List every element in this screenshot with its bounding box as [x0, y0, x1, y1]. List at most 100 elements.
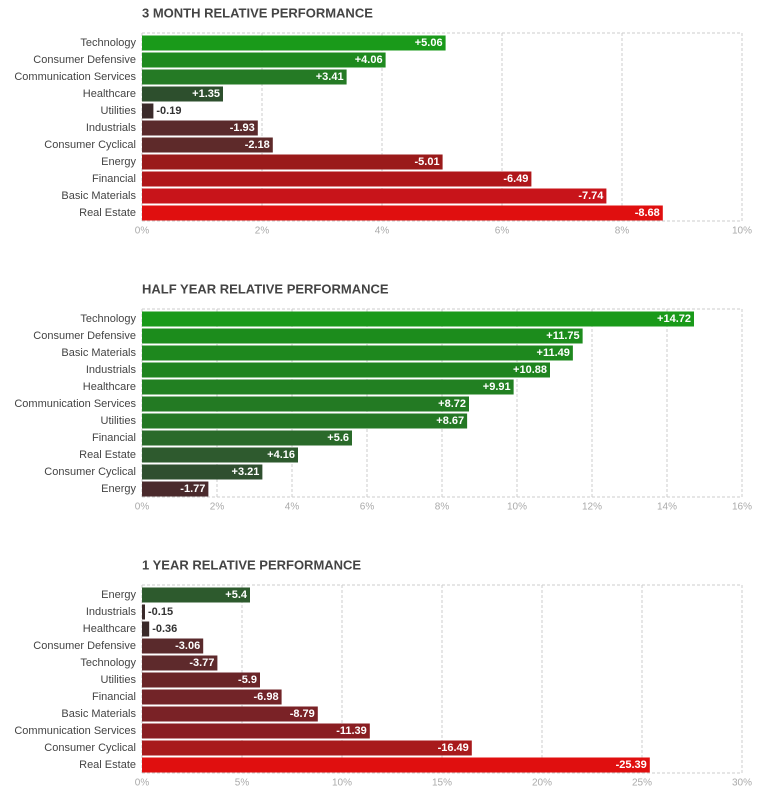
value-label: +14.72	[657, 313, 691, 325]
bar	[142, 137, 273, 153]
category-label: Energy	[101, 156, 136, 168]
category-label: Real Estate	[79, 759, 136, 771]
category-label: Industrials	[86, 606, 137, 618]
chart-title: 3 MONTH RELATIVE PERFORMANCE	[142, 5, 373, 20]
value-label: +3.41	[316, 71, 344, 83]
value-label: +4.06	[355, 54, 383, 66]
x-tick-label: 2%	[210, 502, 225, 513]
value-label: -8.68	[635, 207, 660, 219]
value-label: -8.79	[290, 708, 315, 720]
bar	[142, 757, 650, 773]
value-label: +11.75	[546, 330, 579, 342]
bar	[142, 103, 154, 119]
x-tick-label: 8%	[615, 226, 630, 237]
value-label: +5.4	[225, 589, 248, 601]
category-label: Financial	[92, 432, 136, 444]
bar	[142, 311, 694, 327]
x-tick-label: 8%	[435, 502, 450, 513]
value-label: -2.18	[245, 139, 270, 151]
x-tick-label: 0%	[135, 226, 150, 237]
category-label: Communication Services	[14, 725, 136, 737]
category-label: Basic Materials	[61, 708, 136, 720]
category-label: Basic Materials	[61, 190, 136, 202]
bar	[142, 171, 532, 187]
value-label: -7.74	[578, 190, 604, 202]
bar	[142, 86, 223, 102]
bar	[142, 655, 218, 671]
value-label: +5.06	[415, 37, 443, 49]
bar	[142, 396, 469, 412]
bar	[142, 188, 607, 204]
x-tick-label: 6%	[360, 502, 375, 513]
value-label: -11.39	[336, 725, 367, 737]
category-label: Communication Services	[14, 398, 136, 410]
category-label: Technology	[80, 313, 136, 325]
bar	[142, 379, 514, 395]
value-label: +11.49	[537, 347, 570, 359]
category-label: Real Estate	[79, 207, 136, 219]
value-label: +9.91	[483, 381, 511, 393]
category-label: Consumer Defensive	[33, 330, 136, 342]
category-label: Financial	[92, 691, 136, 703]
bar	[142, 413, 468, 429]
value-label: +3.21	[232, 466, 260, 478]
category-label: Energy	[101, 589, 136, 601]
value-label: +8.72	[438, 398, 466, 410]
bar	[142, 672, 260, 688]
value-label: -0.15	[148, 606, 173, 618]
value-label: -16.49	[438, 742, 469, 754]
value-label: -1.77	[180, 483, 205, 495]
category-label: Healthcare	[83, 88, 136, 100]
category-label: Utilities	[101, 674, 137, 686]
category-label: Consumer Defensive	[33, 640, 136, 652]
value-label: -6.98	[254, 691, 279, 703]
value-label: -0.36	[152, 623, 177, 635]
category-label: Consumer Cyclical	[44, 139, 136, 151]
x-tick-label: 20%	[532, 778, 552, 789]
category-label: Real Estate	[79, 449, 136, 461]
value-label: +4.16	[267, 449, 295, 461]
x-tick-label: 10%	[732, 226, 752, 237]
category-label: Basic Materials	[61, 347, 136, 359]
bar	[142, 464, 263, 480]
category-label: Consumer Defensive	[33, 54, 136, 66]
bar	[142, 345, 573, 361]
bar	[142, 69, 347, 85]
bar	[142, 362, 550, 378]
bar	[142, 481, 209, 497]
category-label: Healthcare	[83, 623, 136, 635]
category-label: Utilities	[101, 105, 137, 117]
x-tick-label: 4%	[375, 226, 390, 237]
category-label: Technology	[80, 37, 136, 49]
x-tick-label: 6%	[495, 226, 510, 237]
bar	[142, 328, 583, 344]
value-label: -0.19	[156, 105, 181, 117]
bar	[142, 52, 386, 68]
x-tick-label: 12%	[582, 502, 602, 513]
bar	[142, 723, 370, 739]
x-tick-label: 4%	[285, 502, 300, 513]
value-label: -6.49	[503, 173, 528, 185]
category-label: Energy	[101, 483, 136, 495]
bar	[142, 604, 145, 620]
x-tick-label: 2%	[255, 226, 270, 237]
bar	[142, 430, 352, 446]
value-label: -1.93	[230, 122, 255, 134]
value-label: +10.88	[513, 364, 547, 376]
value-label: -5.9	[238, 674, 257, 686]
chart-title: 1 YEAR RELATIVE PERFORMANCE	[142, 557, 361, 572]
category-label: Technology	[80, 657, 136, 669]
bar	[142, 638, 204, 654]
x-tick-label: 10%	[332, 778, 352, 789]
bar	[142, 706, 318, 722]
x-tick-label: 10%	[507, 502, 527, 513]
value-label: +1.35	[192, 88, 220, 100]
x-tick-label: 15%	[432, 778, 452, 789]
value-label: +8.67	[436, 415, 464, 427]
category-label: Healthcare	[83, 381, 136, 393]
category-label: Communication Services	[14, 71, 136, 83]
bar	[142, 447, 298, 463]
x-tick-label: 0%	[135, 778, 150, 789]
bar	[142, 205, 663, 221]
